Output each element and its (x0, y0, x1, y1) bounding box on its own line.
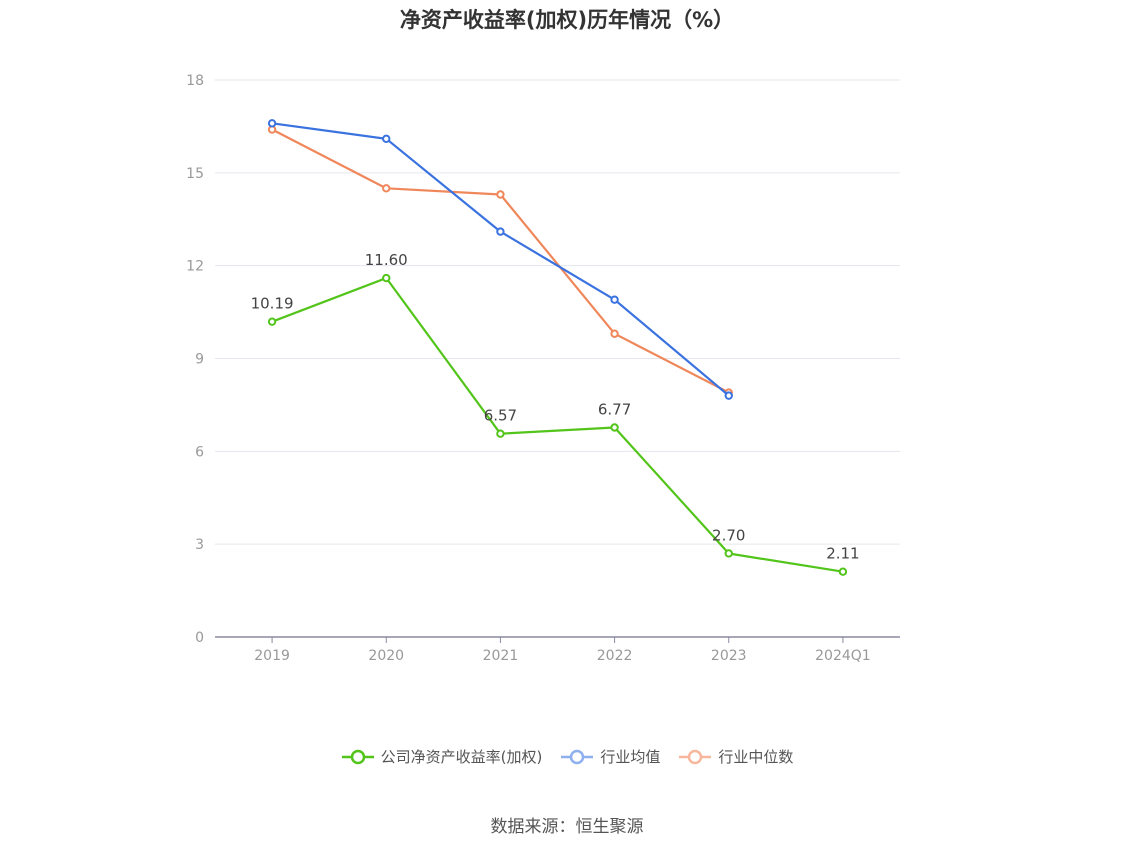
y-tick-label: 18 (186, 73, 204, 89)
y-tick-label: 6 (195, 444, 204, 460)
data-label: 11.60 (365, 251, 408, 269)
data-label: 10.19 (251, 295, 294, 313)
data-point (610, 295, 619, 304)
legend: 公司净资产收益率(加权) 行业均值 行业中位数 (0, 746, 1134, 767)
y-axis: 0 3 6 9 12 15 18 (186, 73, 204, 646)
data-label: 6.77 (598, 401, 631, 419)
data-point (496, 429, 505, 438)
data-labels: 10.19 11.60 6.57 6.77 2.70 2.11 (251, 251, 860, 563)
legend-marker-icon (561, 749, 594, 764)
grid-lines (215, 79, 900, 545)
data-point (724, 391, 733, 400)
legend-item-industry-median[interactable]: 行业中位数 (678, 746, 793, 767)
data-point (267, 119, 277, 128)
data-label: 6.57 (484, 407, 517, 425)
series-line-2 (271, 128, 730, 394)
legend-circle-1 (570, 749, 585, 764)
y-tick-label: 0 (195, 630, 204, 646)
x-tick-label: 2023 (711, 648, 747, 664)
legend-circle-0 (350, 749, 365, 764)
legend-marker-icon (679, 749, 712, 764)
data-source: 数据来源：恒生聚源 (490, 817, 644, 837)
x-tick-label: 2021 (483, 648, 519, 664)
legend-label: 行业中位数 (718, 748, 794, 766)
data-point (724, 549, 733, 558)
data-point (382, 184, 391, 193)
x-tick-label: 2020 (368, 648, 404, 664)
series-group (267, 119, 848, 576)
x-axis: 2019 2020 2021 2022 2023 2024Q1 (215, 636, 900, 664)
legend-label: 公司净资产收益率(加权) (380, 748, 543, 766)
x-tick-label: 2024Q1 (815, 648, 871, 664)
data-label: 2.70 (712, 526, 745, 544)
legend-marker-icon (341, 749, 374, 764)
x-tick-label: 2022 (597, 648, 633, 664)
data-point (496, 190, 505, 199)
y-tick-label: 9 (195, 352, 204, 368)
data-point (610, 329, 619, 338)
data-point (382, 273, 391, 283)
data-point (610, 423, 619, 432)
y-tick-label: 3 (195, 537, 204, 553)
legend-item-company-roe[interactable]: 公司净资产收益率(加权) (341, 746, 543, 767)
data-point (838, 567, 848, 576)
data-point (382, 134, 391, 143)
chart-title: 净资产收益率(加权)历年情况（%） (399, 8, 735, 32)
y-tick-label: 15 (186, 166, 204, 182)
data-point (267, 317, 277, 326)
series-line-0 (271, 276, 844, 573)
legend-label: 行业均值 (600, 748, 661, 766)
x-tick-label: 2019 (254, 648, 290, 664)
data-point (496, 227, 505, 236)
data-label: 2.11 (826, 545, 859, 563)
legend-circle-2 (688, 749, 703, 764)
legend-item-industry-mean[interactable]: 行业均值 (560, 746, 660, 767)
y-tick-label: 12 (186, 259, 204, 275)
